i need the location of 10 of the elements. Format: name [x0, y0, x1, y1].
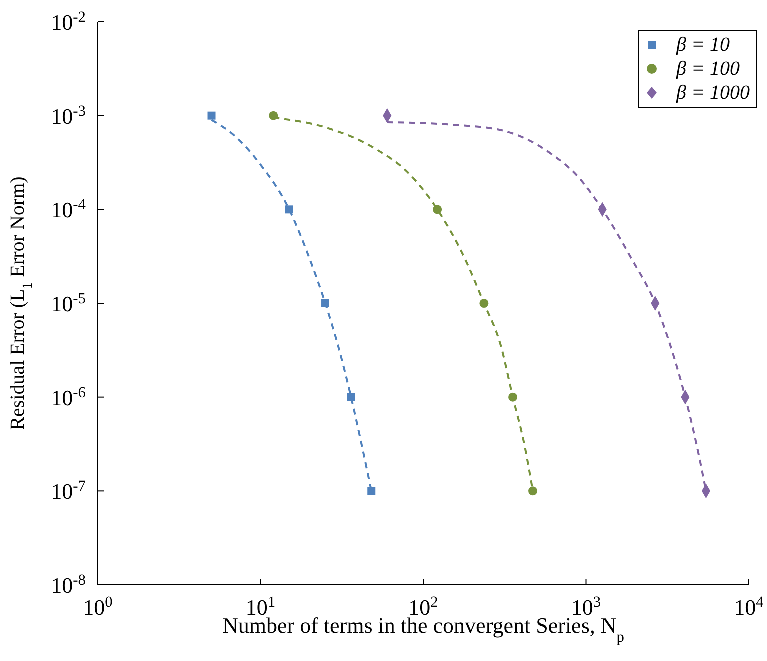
- legend-label: β = 10: [676, 33, 730, 57]
- legend-label: β = 100: [676, 57, 740, 81]
- y-tick-label: 10$^{-4}$: [51, 196, 86, 223]
- y-tick-label: 10$^{-3}$: [51, 102, 86, 129]
- y-tick-label: 10$^{-5}$: [51, 290, 86, 316]
- x-tick-label: 10$^{3}$: [571, 594, 602, 620]
- y-tick-label: 10$^{-2}$: [51, 8, 86, 35]
- legend-label: β = 1000: [676, 81, 750, 105]
- y-tick-label: 10$^{-7}$: [51, 478, 86, 504]
- y-tick-label: 10$^{-6}$: [51, 384, 86, 410]
